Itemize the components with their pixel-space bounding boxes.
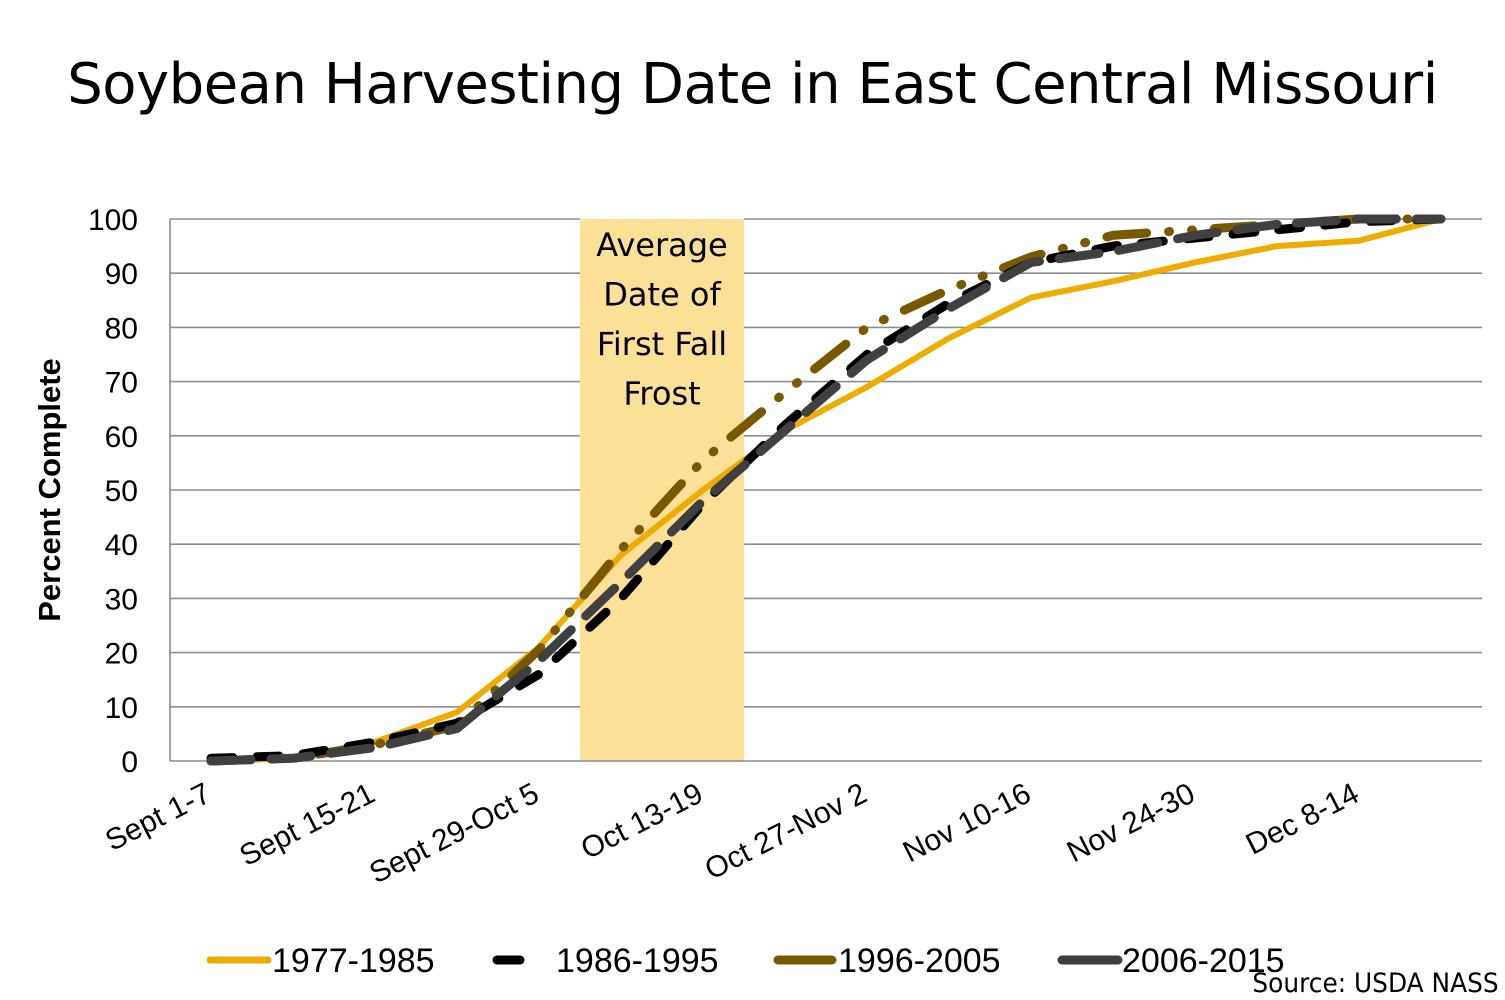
data-point bbox=[619, 553, 623, 557]
data-point bbox=[537, 672, 541, 676]
y-tick-label: 50 bbox=[105, 475, 138, 508]
data-point bbox=[1193, 260, 1197, 264]
data-point bbox=[373, 740, 377, 744]
source-note: Source: USDA NASS bbox=[1252, 968, 1499, 999]
data-point bbox=[1357, 239, 1361, 243]
data-point bbox=[291, 756, 295, 760]
series-line-1986-1995 bbox=[206, 214, 1446, 763]
y-axis-title: Percent Complete bbox=[32, 358, 67, 622]
data-point bbox=[537, 648, 541, 652]
data-point bbox=[619, 548, 623, 552]
x-tick-label: Nov 10-16 bbox=[898, 777, 1036, 869]
frost-band-label: First Fall bbox=[597, 325, 727, 363]
data-point bbox=[783, 390, 787, 394]
y-tick-labels: 0 10 20 30 40 50 60 70 80 90 100 bbox=[88, 204, 138, 779]
legend-label: 2006-2015 bbox=[1122, 942, 1285, 980]
data-point bbox=[209, 759, 213, 763]
data-point bbox=[619, 596, 623, 600]
frost-band-label: Date of bbox=[603, 276, 721, 314]
data-point bbox=[455, 726, 459, 730]
data-point bbox=[701, 499, 705, 503]
x-tick-label: Dec 8-14 bbox=[1241, 777, 1364, 862]
series-lines bbox=[206, 214, 1446, 766]
legend-item: 1996-2005 bbox=[773, 942, 1001, 980]
series-line-2006-2015 bbox=[206, 214, 1446, 766]
y-tick-label: 90 bbox=[105, 258, 138, 291]
legend-item: 1977-1985 bbox=[206, 942, 435, 980]
x-tick-label: Sept 1-7 bbox=[100, 777, 216, 858]
legend-label: 1996-2005 bbox=[838, 942, 1001, 980]
data-point bbox=[865, 358, 869, 362]
data-point bbox=[373, 745, 377, 749]
y-tick-label: 30 bbox=[105, 583, 138, 616]
x-tick-label: Nov 24-30 bbox=[1062, 777, 1200, 869]
y-tick-label: 100 bbox=[88, 204, 138, 237]
data-point bbox=[537, 659, 541, 663]
y-tick-label: 70 bbox=[105, 367, 138, 400]
data-point bbox=[947, 336, 951, 340]
data-point bbox=[947, 287, 951, 291]
y-tick-label: 60 bbox=[105, 421, 138, 454]
gridlines bbox=[169, 218, 1482, 762]
y-tick-label: 20 bbox=[105, 638, 138, 671]
data-point bbox=[783, 428, 787, 432]
x-tick-label: Sept 29-Oct 5 bbox=[364, 777, 544, 890]
data-point bbox=[1029, 296, 1033, 300]
data-point bbox=[1275, 244, 1279, 248]
legend-item: 1986-1995 bbox=[492, 942, 719, 980]
data-point bbox=[1111, 233, 1115, 237]
data-point bbox=[1275, 222, 1279, 226]
legend-label: 1986-1995 bbox=[556, 942, 719, 980]
legend: 1977-1985 1986-1995 1996-2005 2006-2015 bbox=[206, 942, 1285, 980]
data-point bbox=[701, 458, 705, 462]
legend-item: 2006-2015 bbox=[1057, 942, 1285, 980]
legend-label: 1977-1985 bbox=[272, 942, 435, 980]
data-point bbox=[701, 488, 705, 492]
data-point bbox=[455, 710, 459, 714]
data-point bbox=[1439, 217, 1443, 221]
x-tick-label: Oct 13-19 bbox=[576, 777, 708, 866]
series-line-1977-1985 bbox=[208, 216, 1444, 764]
data-point bbox=[1111, 279, 1115, 283]
frost-band-label: Average bbox=[596, 226, 727, 264]
frost-band-label: Frost bbox=[623, 375, 700, 413]
x-tick-label: Sept 15-21 bbox=[234, 777, 380, 873]
y-tick-label: 80 bbox=[105, 312, 138, 345]
data-point bbox=[865, 385, 869, 389]
data-point bbox=[619, 580, 623, 584]
y-tick-label: 10 bbox=[105, 692, 138, 725]
data-point bbox=[947, 306, 951, 310]
data-point bbox=[1357, 217, 1361, 221]
y-tick-label: 0 bbox=[121, 746, 138, 779]
data-point bbox=[1111, 244, 1115, 248]
x-tick-label: Oct 27-Nov 2 bbox=[700, 777, 872, 887]
y-tick-label: 40 bbox=[105, 529, 138, 562]
data-point bbox=[1111, 250, 1115, 254]
data-point bbox=[1029, 260, 1033, 264]
chart-title: Soybean Harvesting Date in East Central … bbox=[67, 52, 1438, 117]
data-point bbox=[865, 325, 869, 329]
data-point bbox=[1193, 233, 1197, 237]
